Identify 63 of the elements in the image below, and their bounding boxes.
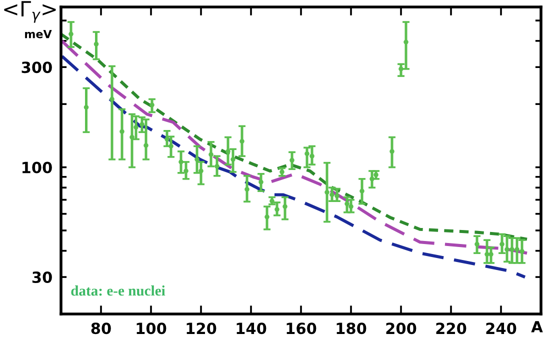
point	[184, 168, 188, 174]
point	[110, 96, 114, 102]
y-tick-label: 300	[22, 62, 52, 74]
point	[510, 247, 514, 252]
point	[484, 252, 490, 257]
point	[226, 149, 230, 154]
point	[144, 143, 148, 148]
point	[194, 157, 200, 162]
point	[134, 124, 138, 130]
point	[290, 158, 294, 163]
x-tick-label: 240	[486, 322, 516, 334]
point	[84, 104, 89, 110]
point	[360, 188, 364, 194]
x-tick-label: 120	[186, 322, 216, 334]
point	[264, 214, 270, 220]
line-series	[61, 54, 527, 279]
point	[164, 136, 170, 142]
point	[330, 192, 334, 198]
x-axis-title: A	[531, 321, 543, 332]
y-tick-label: 100	[22, 162, 52, 174]
x-tick-label: 160	[286, 322, 316, 334]
point	[178, 160, 184, 164]
point	[94, 42, 99, 47]
y-tick-label: 30	[32, 272, 52, 284]
point	[282, 204, 288, 209]
point	[150, 102, 154, 108]
point	[488, 252, 494, 257]
point	[258, 180, 264, 184]
y-axis-title: <Γ$_{γ}$> meV	[4, 1, 56, 38]
point	[334, 194, 340, 198]
point	[304, 151, 310, 156]
point	[140, 122, 144, 127]
point	[208, 152, 214, 157]
point	[310, 154, 314, 159]
x-tick-label: 80	[91, 322, 111, 334]
point	[68, 32, 74, 36]
point	[404, 40, 408, 44]
point	[344, 201, 350, 206]
point	[390, 149, 394, 154]
x-tick-label: 220	[436, 322, 466, 334]
point	[474, 242, 480, 247]
point	[130, 134, 134, 140]
point	[398, 66, 404, 72]
point	[348, 204, 354, 209]
point	[370, 176, 374, 182]
point	[244, 186, 250, 192]
point	[520, 248, 524, 254]
annotation: data: e-e nuclei	[71, 285, 166, 296]
x-tick-label: 100	[136, 322, 166, 334]
point	[214, 164, 220, 169]
x-tick-label: 200	[386, 322, 416, 334]
x-tick-label: 180	[336, 322, 366, 334]
x-tick-label: 140	[236, 322, 266, 334]
point	[274, 206, 280, 212]
point	[514, 247, 520, 252]
point	[198, 168, 204, 174]
point	[324, 190, 330, 195]
point	[168, 144, 174, 149]
point	[240, 138, 244, 144]
point	[500, 242, 504, 247]
point	[120, 129, 124, 134]
point	[504, 247, 510, 252]
point	[230, 157, 236, 162]
